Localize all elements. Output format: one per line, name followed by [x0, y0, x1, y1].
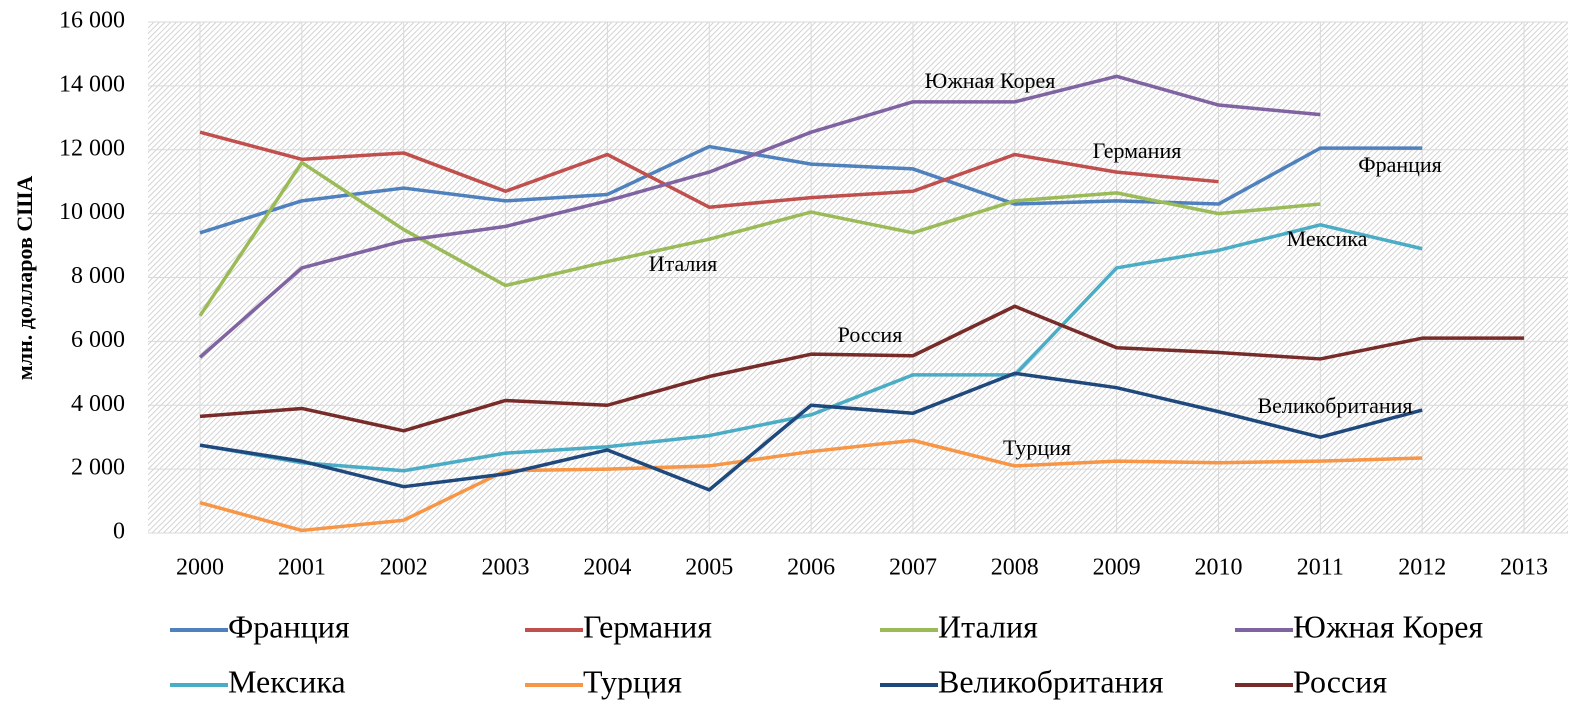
- y-tick-label: 2 000: [71, 455, 125, 481]
- annotation: Южная Корея: [925, 68, 1056, 93]
- y-tick-label: 10 000: [59, 199, 125, 225]
- y-tick-label: 8 000: [71, 263, 125, 289]
- annotation: Великобритания: [1257, 393, 1412, 418]
- x-tick-label: 2008: [991, 555, 1039, 581]
- legend-label: Великобритания: [938, 663, 1164, 699]
- y-tick-label: 6 000: [71, 327, 125, 353]
- x-tick-label: 2009: [1093, 555, 1141, 581]
- x-tick-label: 2005: [685, 555, 733, 581]
- x-tick-label: 2003: [482, 555, 530, 581]
- x-tick-label: 2007: [889, 555, 937, 581]
- x-tick-label: 2011: [1297, 555, 1344, 581]
- legend-label: Мексика: [228, 663, 346, 699]
- y-tick-label: 4 000: [71, 391, 125, 417]
- legend-label: Южная Корея: [1293, 608, 1483, 644]
- x-tick-label: 2012: [1398, 555, 1446, 581]
- series-line: [198, 160, 1321, 317]
- y-axis-label: млн. долларов США: [12, 176, 37, 381]
- x-tick-label: 2001: [278, 555, 326, 581]
- series-line: [199, 130, 1219, 209]
- annotation: Франция: [1358, 152, 1442, 177]
- y-tick-label: 0: [113, 519, 125, 545]
- legend-label: Турция: [583, 663, 682, 699]
- y-tick-label: 12 000: [59, 135, 125, 161]
- y-tick-label: 16 000: [59, 8, 125, 34]
- x-tick-label: 2004: [583, 555, 631, 581]
- y-tick-label: 14 000: [59, 71, 125, 97]
- annotation: Германия: [1093, 138, 1182, 163]
- series-line: [199, 371, 1423, 492]
- series-line: [199, 144, 1423, 235]
- x-tick-label: 2013: [1500, 555, 1548, 581]
- legend-label: Франция: [228, 608, 350, 644]
- x-tick-label: 2002: [380, 555, 428, 581]
- x-tick-label: 2006: [787, 555, 835, 581]
- legend-label: Германия: [583, 608, 712, 644]
- series-line: [199, 304, 1525, 433]
- series-line: [199, 223, 1423, 473]
- legend-label: Россия: [1293, 663, 1387, 699]
- legend-label: Италия: [938, 608, 1038, 644]
- annotation: Россия: [838, 322, 903, 347]
- x-tick-label: 2000: [176, 555, 224, 581]
- annotation: Италия: [649, 251, 718, 276]
- annotation: Турция: [1003, 435, 1071, 460]
- series-line: [199, 438, 1423, 533]
- annotation: Мексика: [1287, 226, 1368, 251]
- series-line: [198, 74, 1321, 359]
- x-tick-label: 2010: [1195, 555, 1243, 581]
